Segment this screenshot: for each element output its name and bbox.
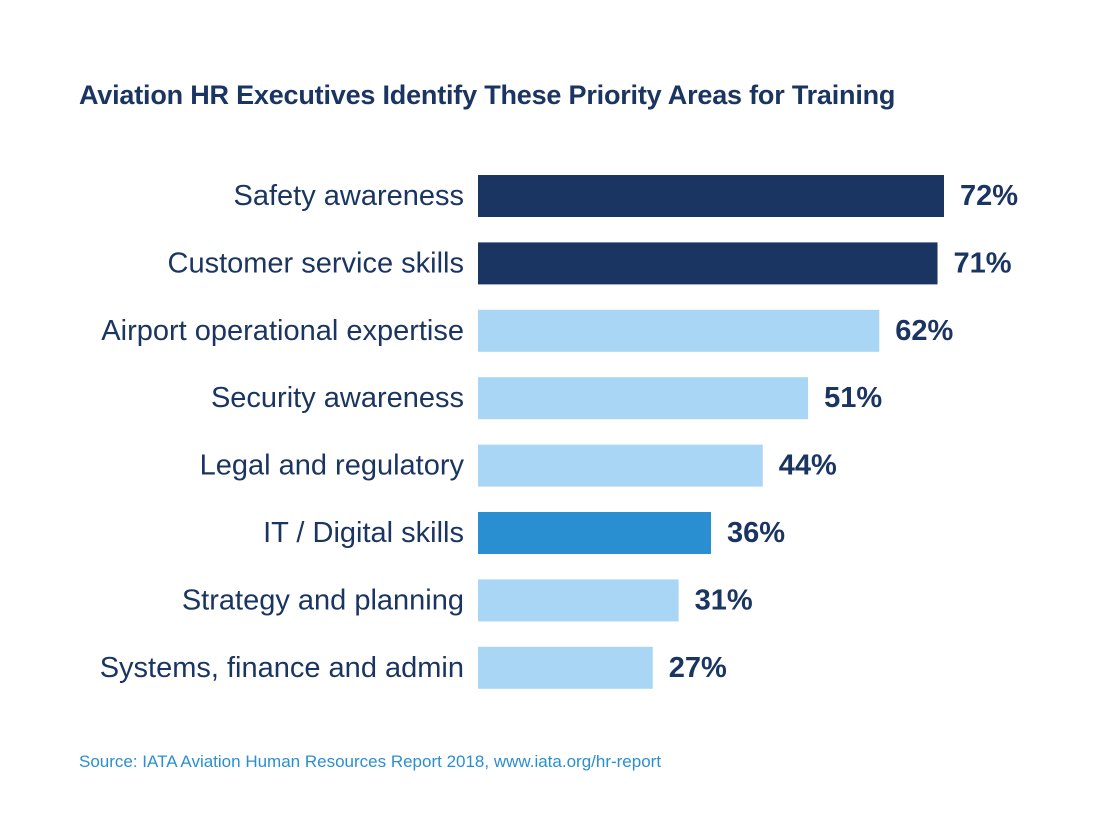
category-label-7: Strategy and planning	[182, 584, 464, 616]
bar-3	[478, 309, 880, 352]
category-label-3: Airport operational expertise	[101, 315, 464, 347]
value-label-1: 72%	[960, 180, 1018, 212]
bar-6	[478, 512, 711, 554]
value-label-8: 27%	[669, 652, 727, 684]
bar-5	[478, 444, 763, 487]
category-label-6: IT / Digital skills	[263, 517, 464, 549]
bar-7	[478, 579, 679, 622]
bar-8	[478, 646, 653, 689]
value-label-7: 31%	[695, 584, 753, 616]
bar-2	[478, 242, 938, 285]
value-label-3: 62%	[895, 315, 953, 347]
chart-title: Aviation HR Executives Identify These Pr…	[79, 80, 896, 110]
value-label-5: 44%	[779, 450, 837, 482]
category-label-4: Security awareness	[211, 382, 464, 414]
value-label-2: 71%	[954, 247, 1012, 279]
category-label-1: Safety awareness	[233, 180, 464, 212]
value-label-6: 36%	[727, 517, 785, 549]
bar-1	[478, 175, 944, 217]
category-label-5: Legal and regulatory	[200, 450, 465, 482]
bar-4	[478, 377, 809, 420]
category-label-8: Systems, finance and admin	[100, 652, 464, 684]
value-label-4: 51%	[824, 382, 882, 414]
category-label-2: Customer service skills	[168, 247, 465, 279]
source-note: Source: IATA Aviation Human Resources Re…	[79, 752, 662, 771]
